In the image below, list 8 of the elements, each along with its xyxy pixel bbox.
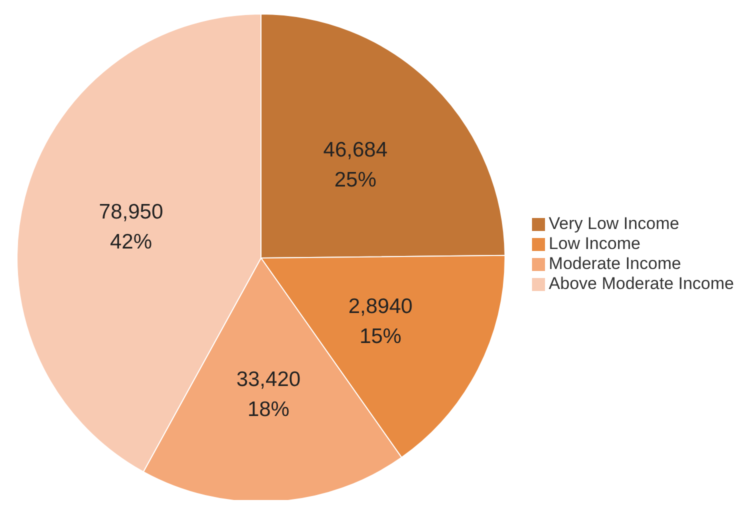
data-label: 33,420 18% — [236, 368, 301, 421]
data-label: 78,950 42% — [98, 200, 164, 254]
legend-label: Very Low Income — [548, 214, 680, 233]
legend-label: Moderate Income — [548, 254, 682, 273]
legend-label: Above Moderate Income — [548, 274, 734, 293]
data-label: 2,8940 15% — [348, 295, 413, 348]
legend-label: Low Income — [548, 234, 640, 253]
data-label: 46,684 25% — [323, 138, 388, 192]
